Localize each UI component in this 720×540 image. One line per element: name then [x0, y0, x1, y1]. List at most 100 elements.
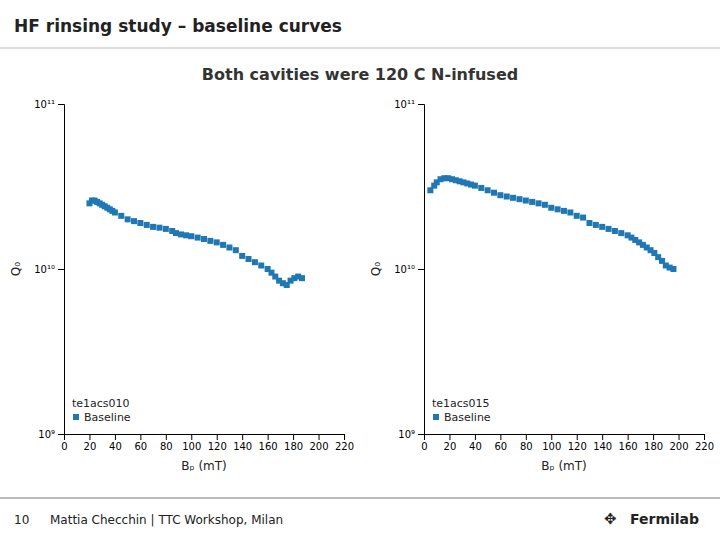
tick-mark [418, 434, 424, 435]
point [220, 242, 226, 248]
point [207, 238, 213, 244]
point [150, 224, 156, 230]
tick-mark [679, 434, 680, 440]
tick-label: 160 [259, 441, 278, 452]
tick-mark [115, 434, 116, 440]
points [427, 175, 676, 272]
tick-mark [293, 434, 294, 440]
tick: 160 [259, 434, 278, 452]
subtitle: Both cavities were 120 C N-infused [202, 65, 518, 84]
point [233, 247, 239, 253]
point [478, 185, 484, 191]
footer-text: ✥ [604, 510, 617, 528]
tick: 0 [61, 434, 67, 452]
point [144, 222, 150, 228]
y-axis-title: Q₀ [369, 262, 383, 276]
header-rule [0, 48, 720, 49]
tick-mark [89, 434, 90, 440]
point [491, 190, 497, 196]
tick-mark [58, 434, 64, 435]
point [226, 244, 232, 250]
tick: 40 [109, 434, 122, 452]
tick-label: 200 [669, 441, 688, 452]
tick: 200 [669, 434, 688, 452]
tick-label: 10¹¹ [394, 99, 415, 110]
tick-label: 180 [644, 441, 663, 452]
tick-label: 220 [335, 441, 354, 452]
tick: 20 [444, 434, 457, 452]
point [163, 226, 169, 232]
plot: 02040608010012014016018020022010⁹10¹⁰10¹… [369, 99, 714, 473]
page: HF rinsing study – baseline curvesBoth c… [0, 0, 720, 540]
tick: 100 [542, 434, 561, 452]
tick: 140 [233, 434, 252, 452]
tick-label: 0 [61, 441, 67, 452]
tick: 180 [644, 434, 663, 452]
tick-label: 40 [109, 441, 122, 452]
tick-label: 100 [182, 441, 201, 452]
tick-label: 60 [494, 441, 507, 452]
point [561, 208, 567, 214]
tick-label: 10¹¹ [34, 99, 55, 110]
point [131, 218, 137, 224]
tick-label: 10⁹ [398, 429, 415, 440]
tick-label: 20 [444, 441, 457, 452]
tick: 10¹⁰ [34, 264, 64, 275]
tick-label: 140 [233, 441, 252, 452]
tick: 120 [208, 434, 227, 452]
tick-mark [628, 434, 629, 440]
point [580, 215, 586, 221]
tick: 80 [520, 434, 533, 452]
tick-label: 100 [542, 441, 561, 452]
tick: 160 [619, 434, 638, 452]
tick-mark [418, 269, 424, 270]
point [472, 183, 478, 189]
tick-mark [602, 434, 603, 440]
tick: 10⁹ [38, 429, 64, 440]
footer-text: 10 [14, 513, 29, 527]
tick-label: 120 [568, 441, 587, 452]
tick: 140 [593, 434, 612, 452]
point [497, 192, 503, 198]
tick-mark [418, 104, 424, 105]
tick-label: 220 [695, 441, 714, 452]
point [195, 235, 201, 241]
point [125, 216, 131, 222]
tick-mark [344, 434, 345, 440]
point [510, 195, 516, 201]
legend-label: Baseline [84, 411, 131, 424]
legend-title: te1acs015 [432, 397, 490, 410]
x-axis: 020406080100120140160180200220 [61, 434, 354, 452]
footer-rule [0, 497, 720, 499]
legend-title: te1acs010 [72, 397, 130, 410]
points [86, 198, 305, 288]
point [567, 210, 573, 216]
point [612, 228, 618, 234]
tick: 220 [335, 434, 354, 452]
tick-mark [526, 434, 527, 440]
axis-line [58, 105, 65, 435]
point [252, 259, 258, 265]
tick-mark [217, 434, 218, 440]
tick: 10⁹ [398, 429, 424, 440]
tick-label: 140 [593, 441, 612, 452]
tick-label: 200 [309, 441, 328, 452]
tick-label: 180 [284, 441, 303, 452]
tick: 40 [469, 434, 482, 452]
tick-mark [58, 269, 64, 270]
tick-label: 160 [619, 441, 638, 452]
tick-mark [704, 434, 705, 440]
tick: 220 [695, 434, 714, 452]
point [586, 220, 592, 226]
tick-mark [242, 434, 243, 440]
x-axis: 0 20 40 60 80 100 120 140 160 180 200 220 [421, 434, 714, 452]
tick-label: 60 [134, 441, 147, 452]
tick-mark [551, 434, 552, 440]
tick-mark [319, 434, 320, 440]
tick: 0 [421, 434, 427, 452]
point [548, 205, 554, 211]
tick-label: 40 [469, 441, 482, 452]
point [529, 199, 535, 205]
point [618, 230, 624, 236]
tick: 180 [284, 434, 303, 452]
